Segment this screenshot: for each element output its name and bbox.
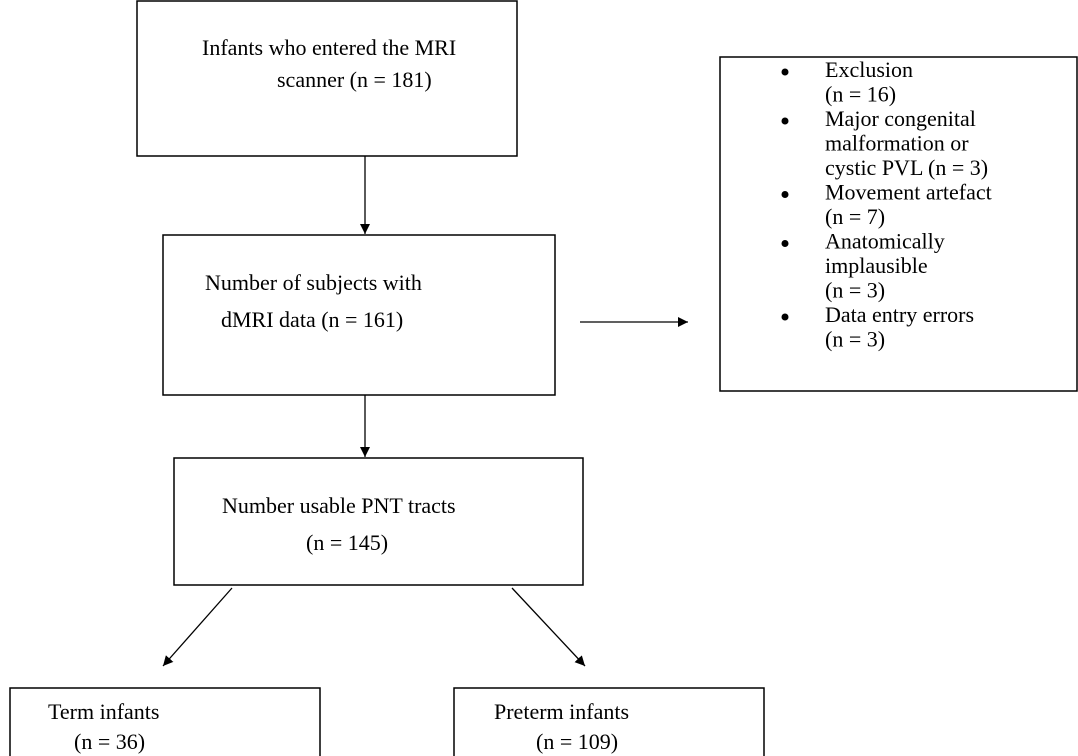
exclusion-text: Exclusion — [825, 57, 913, 82]
box-dmri — [162, 234, 556, 396]
exclusion-text: implausible — [825, 253, 928, 278]
box-pnt — [173, 457, 584, 586]
node-text: Infants who entered the MRI — [202, 35, 456, 60]
bullet — [781, 68, 789, 76]
exclusion-text: (n = 16) — [825, 82, 896, 107]
box-exclusions — [719, 56, 1078, 392]
bullet — [781, 191, 789, 198]
bullet — [781, 240, 789, 247]
exclusion-text: (n = 3) — [825, 327, 885, 352]
exclusion-text: Data entry errors — [825, 302, 974, 327]
node-text: Number of subjects with — [205, 270, 422, 295]
exclusion-text: Anatomically — [825, 229, 945, 254]
box-entered — [136, 0, 518, 157]
exclusion-text: Major congenital — [825, 106, 976, 131]
bullet — [781, 117, 789, 125]
arrow — [511, 587, 586, 667]
arrow — [162, 587, 233, 667]
box-preterm — [453, 687, 765, 756]
node-text: (n = 36) — [74, 729, 145, 754]
node-text: Preterm infants — [494, 699, 629, 724]
node-text: (n = 145) — [306, 530, 388, 555]
node-text: Term infants — [48, 699, 159, 724]
node-text: scanner (n = 181) — [277, 67, 432, 92]
node-text: Number usable PNT tracts — [222, 493, 456, 518]
exclusion-text: (n = 7) — [825, 204, 885, 229]
node-text: dMRI data (n = 161) — [221, 307, 403, 332]
exclusion-text: Movement artefact — [825, 180, 992, 205]
node-text: (n = 109) — [536, 729, 618, 754]
exclusion-text: malformation or — [825, 131, 969, 156]
bullet — [781, 313, 789, 321]
exclusion-text: (n = 3) — [825, 278, 885, 303]
exclusion-text: cystic PVL (n = 3) — [825, 155, 988, 180]
box-term — [9, 687, 321, 756]
